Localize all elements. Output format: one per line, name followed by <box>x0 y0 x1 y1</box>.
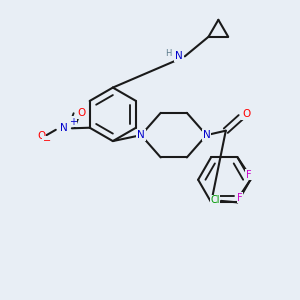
Text: N: N <box>60 123 68 133</box>
Text: H: H <box>166 50 172 58</box>
Text: O: O <box>77 108 86 118</box>
Text: +: + <box>70 117 76 126</box>
Text: +: + <box>69 117 77 127</box>
Text: Cl: Cl <box>210 195 220 205</box>
Text: −: − <box>43 137 50 146</box>
Text: O: O <box>242 109 250 119</box>
Text: −: − <box>43 136 51 146</box>
Text: N: N <box>175 51 183 62</box>
Text: F: F <box>246 170 251 180</box>
Text: O: O <box>242 109 250 119</box>
Text: N: N <box>175 51 183 62</box>
Text: N: N <box>137 130 145 140</box>
Text: F: F <box>237 193 243 202</box>
Text: O: O <box>38 131 46 141</box>
Text: O: O <box>77 108 86 118</box>
Text: F: F <box>246 170 252 180</box>
Text: O: O <box>38 131 46 141</box>
Text: N: N <box>60 123 68 133</box>
Text: N: N <box>202 130 210 140</box>
Text: N: N <box>137 130 145 140</box>
Text: Cl: Cl <box>210 195 220 205</box>
Text: H: H <box>166 50 172 58</box>
Text: F: F <box>237 193 243 202</box>
Text: N: N <box>202 130 210 140</box>
